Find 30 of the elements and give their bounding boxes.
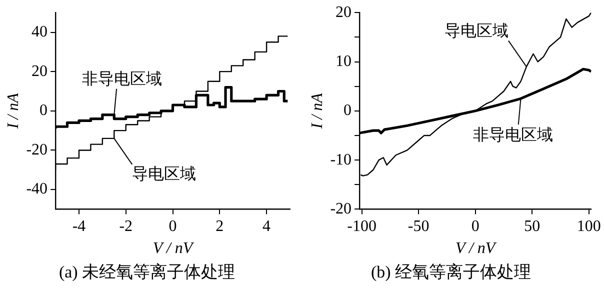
x-tick-label: -50 bbox=[408, 218, 430, 236]
text: (a) 未经氧等离子体处理 bbox=[58, 262, 236, 282]
x-tick-label: 0 bbox=[471, 218, 480, 236]
x-tick-label: -2 bbox=[119, 218, 133, 236]
series-label: 导电区域 bbox=[444, 20, 508, 40]
y-tick-label: -20 bbox=[26, 141, 48, 158]
x-tick-label: 4 bbox=[262, 218, 271, 236]
y-axis-title: I / nA bbox=[308, 92, 326, 130]
x-tick-label: -100 bbox=[347, 218, 376, 236]
legend-label: 导电区域 bbox=[132, 164, 196, 184]
y-tick-label: 0 bbox=[40, 102, 48, 120]
x-axis-title: V / nV bbox=[456, 240, 498, 258]
y-tick-label: -10 bbox=[330, 151, 352, 168]
series-label: 非导电区域 bbox=[82, 68, 162, 88]
y-tick-label: 0 bbox=[344, 102, 352, 120]
y-tick-label: 10 bbox=[336, 52, 352, 70]
y-tick-label: 40 bbox=[32, 23, 48, 40]
y-tick-label: 20 bbox=[32, 62, 48, 80]
x-tick-label: 50 bbox=[524, 218, 540, 236]
x-tick-label: 0 bbox=[168, 218, 177, 236]
x-tick-label: 100 bbox=[576, 218, 601, 236]
x-axis-title: V / nV bbox=[152, 240, 195, 258]
x-tick-label: -4 bbox=[72, 218, 86, 236]
legend-label: 非导电区域 bbox=[472, 124, 553, 144]
y-tick-label: -40 bbox=[26, 180, 48, 198]
y-axis-title: I / nA bbox=[4, 92, 22, 130]
y-tick-label: -20 bbox=[330, 200, 352, 218]
text: (b) 经氧等离子体处理 bbox=[370, 262, 532, 282]
x-tick-label: 2 bbox=[216, 218, 224, 236]
y-tick-label: 20 bbox=[336, 4, 352, 21]
